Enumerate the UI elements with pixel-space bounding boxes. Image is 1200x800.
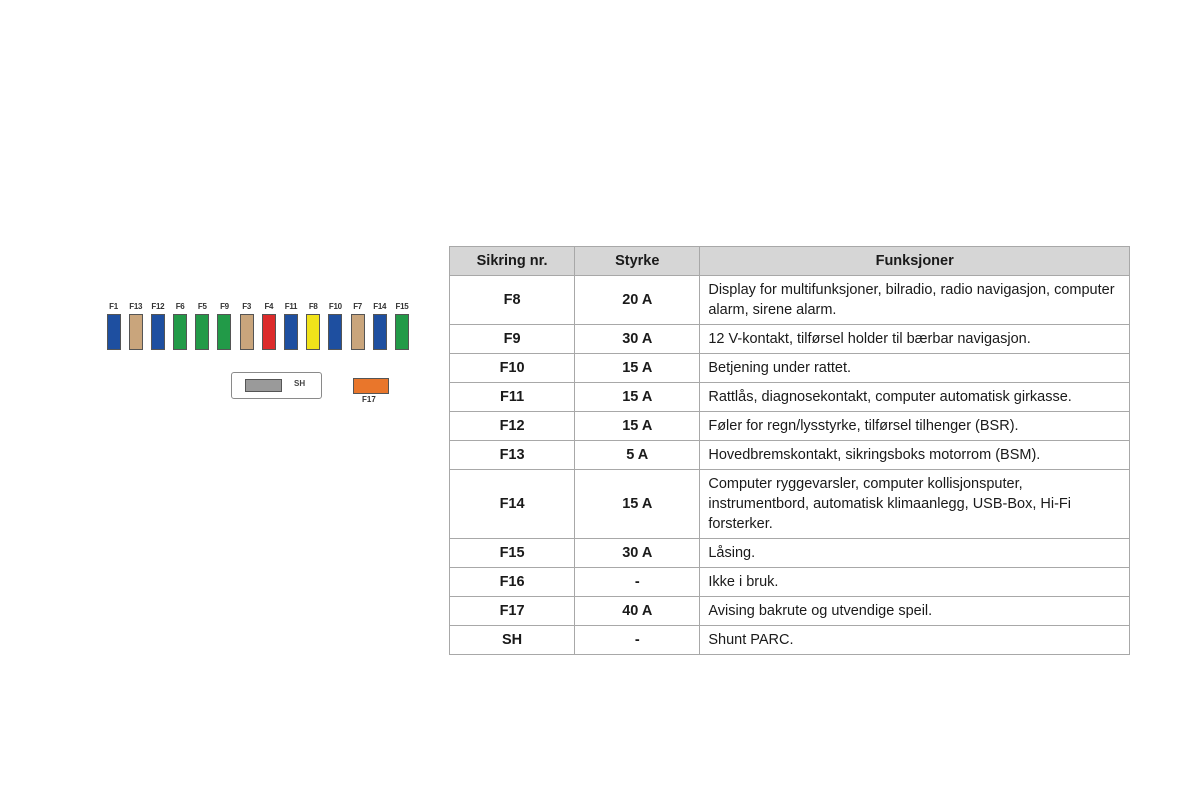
fuse-label: F13: [129, 302, 143, 311]
fuse-number-cell: F9: [448, 324, 576, 354]
fuse-label: F4: [264, 302, 274, 311]
fuse-body: [284, 314, 298, 350]
fuse-f10: F10: [327, 300, 344, 350]
function-cell: Ikke i bruk.: [699, 567, 1130, 597]
fuse-f5: F5: [194, 300, 211, 350]
fuse-body: [195, 314, 210, 350]
fuse-label: F15: [395, 302, 409, 311]
function-cell: Rattlås, diagnosekontakt, computer autom…: [699, 382, 1130, 412]
fuse-label: F9: [220, 302, 229, 311]
table-row: F15 30 A Låsing.: [448, 538, 1130, 568]
fuse-table: Sikring nr. Styrke Funksjoner F8 20 A Disp…: [448, 246, 1130, 655]
fuse-f13: F13: [127, 300, 144, 350]
fuse-label: F6: [175, 302, 185, 311]
table-row: F12 15 A Føler for regn/lysstyrke, tilførs…: [448, 411, 1130, 441]
fuse-body: [106, 314, 121, 350]
fuse-body: [150, 314, 165, 350]
fuse-body: [394, 314, 409, 350]
table-row: SH - Shunt PARC.: [448, 625, 1130, 655]
table-row: F9 30 A 12 V-kontakt, tilførsel holder til…: [448, 324, 1130, 354]
fuse-f14: F14: [371, 300, 388, 350]
header-functions: Funksjoner: [699, 246, 1130, 276]
fuse-box-diagram: F1 F13 F12 F6 F5 F9 F3 F4 F11 F8 F10 F7 F14 F15 SH F1…: [100, 300, 420, 410]
fuse-label: F7: [353, 302, 362, 311]
function-cell: Låsing.: [699, 538, 1130, 568]
strength-cell: 40 A: [574, 596, 701, 626]
fuse-number-cell: F15: [448, 538, 576, 568]
strength-cell: 15 A: [574, 411, 701, 441]
fuse-body: [372, 314, 387, 350]
fuse-f4: F4: [260, 300, 277, 350]
fuse-number-cell: F17: [448, 596, 576, 626]
function-cell: Føler for regn/lysstyrke, tilførsel tilh…: [699, 411, 1130, 441]
fuse-body: [173, 314, 188, 350]
fuse-body: [128, 314, 143, 350]
fuse-number-cell: F11: [448, 382, 576, 412]
fuse-number-cell: F10: [448, 353, 576, 383]
shunt-fuse: [245, 379, 282, 392]
fuse-body: [350, 314, 365, 350]
fuse-row: F1 F13 F12 F6 F5 F9 F3 F4 F11 F8 F10 F7 F14 F15: [105, 300, 410, 350]
strength-cell: 5 A: [574, 440, 701, 470]
fuse-label: F11: [284, 302, 298, 311]
fuse-label: F12: [151, 302, 165, 311]
table-row: F16- Ikke i bruk.: [448, 567, 1130, 597]
function-cell: Display for multifunksjoner, bilradio, r…: [699, 275, 1130, 325]
table-row: F13 5 A Hovedbremskontakt, sikringsboks mo…: [448, 440, 1130, 470]
function-cell: Avising bakrute og utvendige speil.: [699, 596, 1130, 626]
table-row: F17 40 A Avising bakrute og utvendige spei…: [448, 596, 1130, 626]
strength-cell: 30 A: [574, 324, 701, 354]
table-row: F11 15 A Rattlås, diagnosekontakt, compute…: [448, 382, 1130, 412]
fuse-f11: F11: [283, 300, 300, 350]
function-cell: Computer ryggevarsler, computer kollisjo…: [699, 469, 1130, 539]
fuse-number-cell: SH: [448, 625, 576, 655]
strength-cell: -: [574, 625, 701, 655]
fuse-number-cell: F8: [448, 275, 576, 325]
fuse-f7: F7: [349, 300, 366, 350]
fuse-body: [239, 314, 254, 350]
function-cell: Hovedbremskontakt, sikringsboks motorrom…: [699, 440, 1130, 470]
fuse-label: F5: [197, 302, 207, 311]
fuse-body: [217, 314, 232, 350]
fuse-label: F3: [242, 302, 251, 311]
shunt-label: SH: [294, 379, 306, 388]
strength-cell: 15 A: [574, 382, 701, 412]
strength-cell: -: [574, 567, 701, 597]
fuse-f1: F1: [105, 300, 122, 350]
strength-cell: 20 A: [574, 275, 701, 325]
table-row: F14 15 A Computer ryggevarsler, computer k…: [448, 469, 1130, 539]
fuse-table-header: Sikring nr. Styrke Funksjoner: [448, 246, 1130, 276]
strength-cell: 15 A: [574, 353, 701, 383]
strength-cell: 30 A: [574, 538, 701, 568]
fuse-f9: F9: [216, 300, 233, 350]
fuse-number-cell: F13: [448, 440, 576, 470]
fuse-label: F10: [328, 302, 342, 311]
fuse-body: [306, 314, 321, 350]
table-row: F10 15 A Betjening under rattet.: [448, 353, 1130, 383]
function-cell: Betjening under rattet.: [699, 353, 1130, 383]
fuse-body: [328, 314, 343, 350]
header-strength: Styrke: [574, 246, 701, 276]
fuse-f15: F15: [393, 300, 410, 350]
fuse-f12: F12: [149, 300, 166, 350]
fuse-number-cell: F14: [448, 469, 576, 539]
strength-cell: 15 A: [574, 469, 701, 539]
fuse-label: F1: [109, 302, 118, 311]
shunt-holder: SH: [231, 372, 322, 399]
fuse-f6: F6: [172, 300, 189, 350]
fuse-table-body: F8 20 A Display for multifunksjoner, bilra…: [448, 275, 1130, 655]
fuse-number-cell: F12: [448, 411, 576, 441]
fuse-f3: F3: [238, 300, 255, 350]
fuse-f17-label: F17: [362, 395, 376, 404]
fuse-number-cell: F16: [448, 567, 576, 597]
fuse-label: F14: [373, 302, 387, 311]
fuse-f8: F8: [305, 300, 322, 350]
fuse-f17: [353, 378, 389, 394]
function-cell: 12 V-kontakt, tilførsel holder til bærba…: [699, 324, 1130, 354]
fuse-body: [261, 314, 276, 350]
header-fuse-number: Sikring nr.: [448, 246, 576, 276]
function-cell: Shunt PARC.: [699, 625, 1130, 655]
table-row: F8 20 A Display for multifunksjoner, bilra…: [448, 275, 1130, 325]
fuse-label: F8: [308, 302, 318, 311]
